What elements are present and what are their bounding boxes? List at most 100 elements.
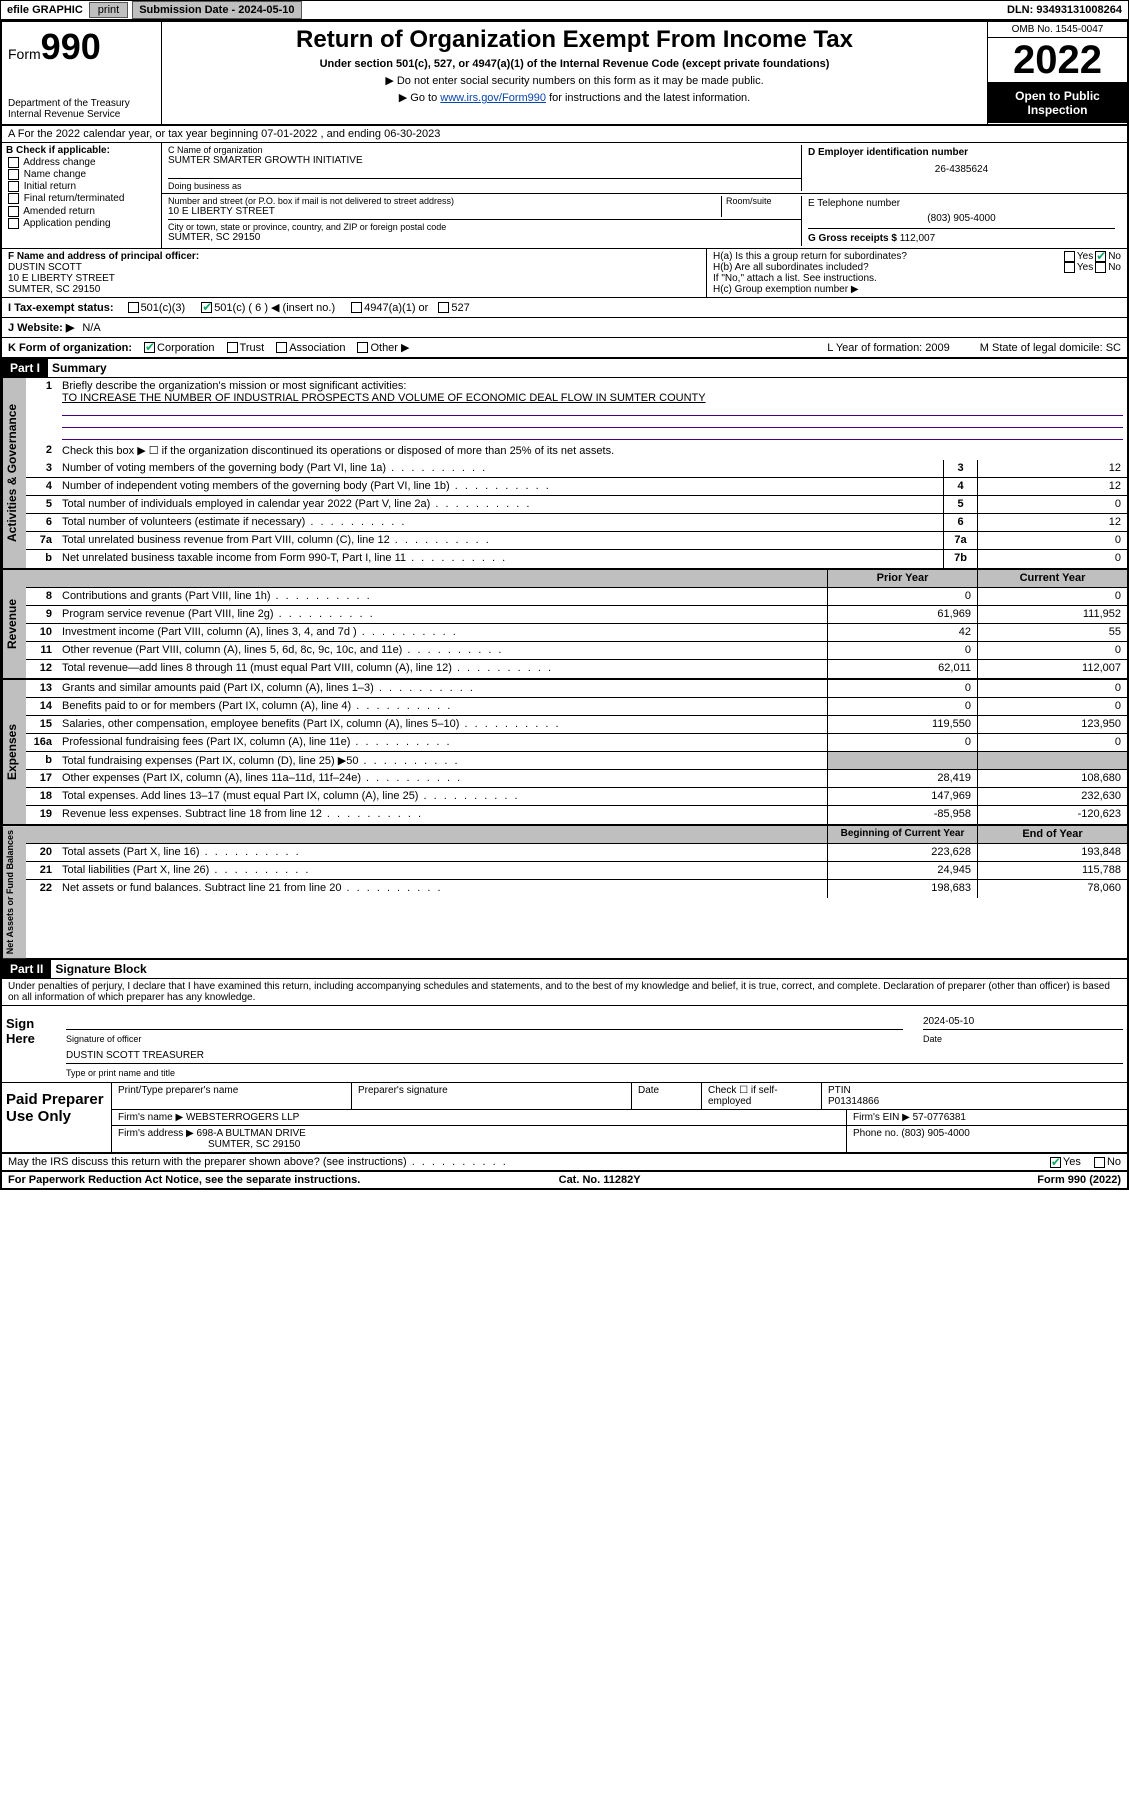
note-link-row: ▶ Go to www.irs.gov/Form990 for instruct… [170, 91, 979, 104]
form-prefix: Form [8, 46, 41, 62]
print-button[interactable]: print [89, 2, 128, 18]
cb-application-pending[interactable]: Application pending [6, 218, 157, 229]
block-fh: F Name and address of principal officer:… [2, 249, 1127, 298]
l1-mission: TO INCREASE THE NUMBER OF INDUSTRIAL PRO… [62, 392, 706, 404]
cb-ha-no[interactable] [1095, 251, 1106, 262]
table-row: 22 Net assets or fund balances. Subtract… [26, 880, 1127, 898]
cb-hb-yes[interactable] [1064, 262, 1075, 273]
lbl-hb2: If "No," attach a list. See instructions… [713, 273, 1121, 284]
cb-501c[interactable] [201, 302, 212, 313]
cb-501c3[interactable] [128, 302, 139, 313]
cb-hb-no[interactable] [1095, 262, 1106, 273]
officer-printed: DUSTIN SCOTT TREASURER [66, 1048, 1123, 1064]
paid-preparer-label: Paid Preparer Use Only [2, 1083, 112, 1152]
cb-trust[interactable] [227, 342, 238, 353]
opt-501c3: 501(c)(3) [141, 302, 186, 314]
lbl-form-org: K Form of organization: [8, 342, 132, 354]
cb-lbl: Name change [24, 169, 86, 180]
opt-corp: Corporation [157, 342, 214, 354]
tax-year: 2022 [988, 38, 1127, 83]
opt-trust: Trust [240, 342, 265, 354]
table-row: 8 Contributions and grants (Part VIII, l… [26, 588, 1127, 606]
cb-may-yes[interactable] [1050, 1157, 1061, 1168]
irs-label: Internal Revenue Service [8, 109, 155, 120]
city-value: SUMTER, SC 29150 [168, 232, 801, 243]
firm-addr1: 698-A BULTMAN DRIVE [197, 1128, 306, 1139]
year-formation: L Year of formation: 2009 [827, 342, 950, 354]
section-revenue: Revenue Prior Year Current Year 8 Contri… [2, 570, 1127, 680]
lbl-dba: Doing business as [168, 178, 801, 191]
section-expenses: Expenses 13 Grants and similar amounts p… [2, 680, 1127, 826]
firm-ein: 57-0776381 [913, 1112, 966, 1123]
col-prior: Prior Year [827, 570, 977, 587]
cb-final-return[interactable]: Final return/terminated [6, 193, 157, 204]
vtab-netassets: Net Assets or Fund Balances [2, 826, 26, 958]
lbl-room: Room/suite [721, 196, 801, 217]
may-discuss-text: May the IRS discuss this return with the… [8, 1156, 407, 1168]
table-row: 13 Grants and similar amounts paid (Part… [26, 680, 1127, 698]
state-domicile: M State of legal domicile: SC [980, 342, 1121, 354]
phone-value: (803) 905-4000 [808, 213, 1115, 224]
no-lbl: No [1108, 251, 1121, 262]
table-row: 10 Investment income (Part VIII, column … [26, 624, 1127, 642]
dept-label: Department of the Treasury [8, 98, 155, 109]
cb-527[interactable] [438, 302, 449, 313]
vtab-expenses: Expenses [2, 680, 26, 824]
part1-badge: Part I [2, 359, 48, 377]
lbl-firm-addr: Firm's address ▶ [118, 1128, 194, 1139]
row-k: K Form of organization: Corporation Trus… [2, 338, 1127, 359]
officer-addr1: 10 E LIBERTY STREET [8, 273, 700, 284]
opt-assoc: Association [289, 342, 345, 354]
table-row: 15 Salaries, other compensation, employe… [26, 716, 1127, 734]
header-middle: Return of Organization Exempt From Incom… [162, 22, 987, 124]
lbl-website: J Website: ▶ [8, 321, 74, 334]
cb-4947[interactable] [351, 302, 362, 313]
irs-link[interactable]: www.irs.gov/Form990 [440, 92, 546, 104]
table-row: b Net unrelated business taxable income … [26, 550, 1127, 568]
top-toolbar: efile GRAPHIC print Submission Date - 20… [0, 0, 1129, 20]
table-row: 19 Revenue less expenses. Subtract line … [26, 806, 1127, 824]
lbl-tax-status: I Tax-exempt status: [8, 302, 114, 314]
lbl-officer: F Name and address of principal officer: [8, 251, 199, 262]
col-end: End of Year [977, 826, 1127, 843]
cb-address-change[interactable]: Address change [6, 157, 157, 168]
cb-other[interactable] [357, 342, 368, 353]
table-row: 3 Number of voting members of the govern… [26, 460, 1127, 478]
cb-name-change[interactable]: Name change [6, 169, 157, 180]
lbl-officer-printed: Type or print name and title [66, 1068, 1123, 1078]
lbl-sig-officer: Signature of officer [66, 1034, 903, 1044]
block-bcd: B Check if applicable: Address change Na… [2, 143, 1127, 249]
opt-other: Other ▶ [370, 341, 409, 354]
note2-pre: ▶ Go to [399, 92, 440, 104]
dln-label: DLN: 93493131008264 [1001, 2, 1128, 18]
firm-addr2: SUMTER, SC 29150 [208, 1139, 300, 1150]
sign-here-block: Sign Here Signature of officer 2024-05-1… [2, 1006, 1127, 1083]
form-number: Form990 [8, 26, 155, 68]
opt-501c: 501(c) ( 6 ) ◀ (insert no.) [214, 301, 335, 314]
cb-ha-yes[interactable] [1064, 251, 1075, 262]
section-governance: Activities & Governance 1 Briefly descri… [2, 378, 1127, 570]
street-value: 10 E LIBERTY STREET [168, 206, 721, 217]
part2-title: Signature Block [51, 962, 146, 976]
form-subtitle: Under section 501(c), 527, or 4947(a)(1)… [170, 58, 979, 70]
no-lbl: No [1107, 1156, 1121, 1168]
cb-assoc[interactable] [276, 342, 287, 353]
note2-post: for instructions and the latest informat… [546, 92, 750, 104]
form-no: 990 [41, 26, 101, 67]
table-row: 9 Program service revenue (Part VIII, li… [26, 606, 1127, 624]
form-title: Return of Organization Exempt From Incom… [170, 26, 979, 54]
cb-corp[interactable] [144, 342, 155, 353]
cb-amended[interactable]: Amended return [6, 206, 157, 217]
table-row: 7a Total unrelated business revenue from… [26, 532, 1127, 550]
sign-here-label: Sign Here [2, 1006, 62, 1082]
lbl-preparer-date: Date [632, 1083, 702, 1109]
cb-may-no[interactable] [1094, 1157, 1105, 1168]
cb-initial-return[interactable]: Initial return [6, 181, 157, 192]
lbl-firm-ein: Firm's EIN ▶ [853, 1112, 910, 1123]
table-row: 12 Total revenue—add lines 8 through 11 … [26, 660, 1127, 678]
table-row: 18 Total expenses. Add lines 13–17 (must… [26, 788, 1127, 806]
table-row: 21 Total liabilities (Part X, line 26) 2… [26, 862, 1127, 880]
footer-right: Form 990 (2022) [1037, 1174, 1121, 1186]
yes-lbl: Yes [1063, 1156, 1081, 1168]
part2-header-row: Part II Signature Block [2, 960, 1127, 979]
